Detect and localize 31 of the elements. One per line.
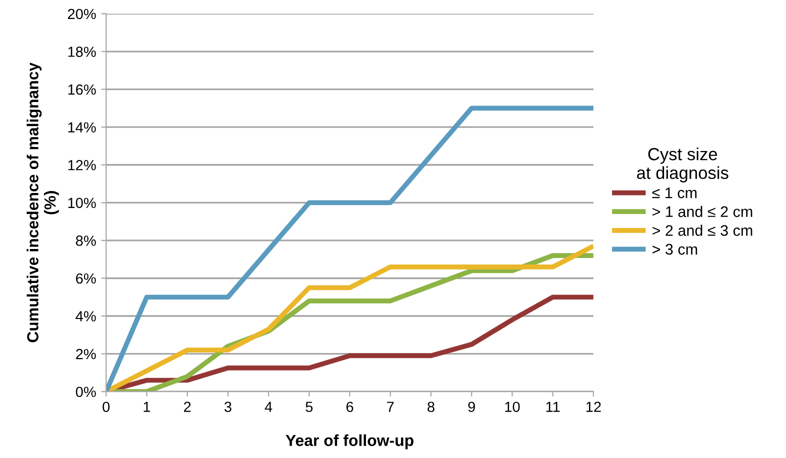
- y-tick-label: 2%: [76, 348, 96, 360]
- legend-label: > 1 and ≤ 2 cm: [652, 206, 752, 218]
- x-tick-label: 2: [184, 402, 191, 412]
- x-tick-label: 10: [505, 402, 520, 412]
- x-tick-label: 3: [224, 402, 232, 412]
- legend-label: > 3 cm: [652, 244, 698, 255]
- x-tick-label: 1: [144, 402, 150, 412]
- y-tick-label: 18%: [68, 46, 96, 57]
- y-tick-label: 16%: [68, 84, 96, 95]
- y-axis-title: Cumulative incedence of malignancy (%): [26, 62, 59, 342]
- y-tick-label: 10%: [68, 198, 96, 208]
- x-tick-label: 6: [346, 402, 354, 412]
- x-tick-label: 7: [387, 402, 394, 412]
- y-tick-label: 0%: [76, 386, 96, 398]
- x-tick-label: 0: [102, 402, 110, 412]
- x-axis-title: Year of follow-up: [286, 434, 414, 450]
- y-tick-label: 6%: [76, 273, 96, 284]
- y-tick-label: 14%: [68, 122, 96, 132]
- x-tick-label: 8: [428, 402, 434, 412]
- y-tick-label: 4%: [76, 311, 96, 322]
- x-tick-label: 9: [468, 402, 475, 412]
- y-tick-label: 8%: [76, 236, 96, 246]
- legend-label: ≤ 1 cm: [652, 188, 697, 198]
- x-tick-label: 11: [546, 402, 560, 412]
- x-tick-label: 5: [306, 402, 313, 412]
- x-tick-label: 12: [586, 402, 601, 412]
- x-tick-label: 4: [264, 402, 272, 412]
- y-tick-label: 20%: [68, 8, 96, 20]
- legend-title: Cyst size at diagnosis: [637, 148, 728, 182]
- y-tick-label: 12%: [68, 160, 96, 170]
- legend-label: > 2 and ≤ 3 cm: [652, 224, 752, 236]
